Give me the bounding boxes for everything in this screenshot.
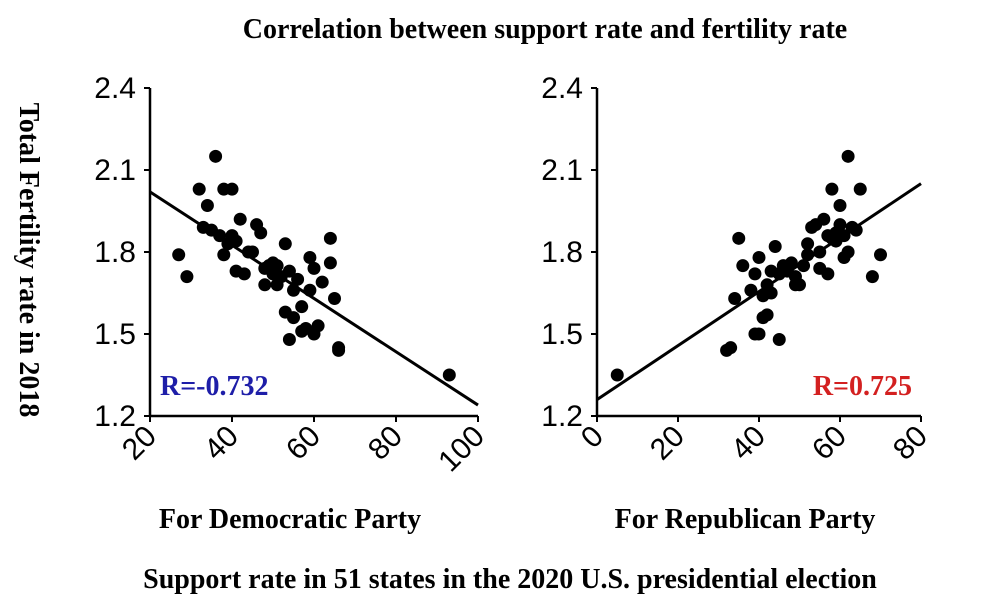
republican-data-point bbox=[748, 267, 762, 281]
republican-x-tick-label: 0 bbox=[575, 420, 610, 455]
democratic-data-point bbox=[315, 275, 329, 289]
democratic-data-point bbox=[180, 270, 194, 284]
democratic-data-point bbox=[282, 264, 296, 278]
republican-data-point bbox=[728, 291, 742, 305]
democratic-data-point bbox=[192, 182, 206, 196]
republican-data-point bbox=[865, 270, 879, 284]
democratic-x-tick-label: 40 bbox=[198, 420, 245, 467]
republican-data-point bbox=[821, 267, 835, 281]
democratic-data-point bbox=[229, 234, 243, 248]
democratic-data-point bbox=[303, 250, 317, 264]
democratic-data-point bbox=[328, 291, 341, 305]
democratic-data-point bbox=[225, 182, 239, 196]
republican-scatter-panel: 1.2 1.5 1.8 2.1 2.4 0 20 40 60 80 For Republican P… bbox=[541, 72, 934, 535]
democratic-data-point bbox=[213, 229, 227, 243]
republican-y-tick-label: 1.8 bbox=[541, 236, 583, 269]
democratic-data-point bbox=[323, 231, 337, 245]
shared-y-axis-label: Total Fertility rate in 2018 bbox=[13, 103, 44, 418]
democratic-x-tick-label: 60 bbox=[280, 420, 327, 467]
republican-data-point bbox=[724, 341, 738, 355]
democratic-data-point bbox=[278, 237, 292, 251]
republican-data-point bbox=[801, 237, 815, 251]
democratic-data-point bbox=[332, 341, 346, 355]
democratic-data-point bbox=[307, 261, 321, 275]
republican-data-point bbox=[837, 229, 851, 243]
republican-x-tick-label: 80 bbox=[887, 420, 934, 467]
democratic-data-point bbox=[442, 368, 456, 382]
democratic-x-tick-label: 100 bbox=[432, 420, 491, 479]
republican-data-point bbox=[817, 212, 831, 226]
republican-data-point bbox=[841, 149, 855, 163]
republican-data-point bbox=[833, 218, 847, 232]
democratic-data-point bbox=[311, 319, 325, 333]
republican-data-point bbox=[833, 199, 847, 213]
democratic-x-axis-label: For Democratic Party bbox=[159, 504, 421, 535]
republican-x-tick-label: 60 bbox=[806, 420, 853, 467]
democratic-data-point bbox=[217, 248, 231, 262]
figure-title: Correlation between support rate and fer… bbox=[243, 14, 847, 45]
republican-y-tick-label: 2.1 bbox=[541, 154, 583, 187]
republican-data-point bbox=[764, 286, 778, 300]
democratic-data-point bbox=[303, 283, 317, 297]
republican-x-axis-label: For Republican Party bbox=[615, 504, 876, 535]
democratic-data-point bbox=[241, 245, 255, 259]
republican-x-tick-label: 40 bbox=[725, 420, 772, 467]
democratic-correlation-label: R=-0.732 bbox=[160, 371, 269, 402]
democratic-y-tick-label: 1.2 bbox=[94, 400, 136, 433]
democratic-x-tick-label: 80 bbox=[362, 420, 409, 467]
republican-y-tick-label: 1.2 bbox=[541, 400, 583, 433]
republican-data-point bbox=[732, 231, 746, 245]
republican-data-point bbox=[841, 245, 855, 259]
republican-data-point bbox=[760, 308, 774, 322]
republican-data-point bbox=[853, 182, 867, 196]
democratic-data-point bbox=[287, 311, 300, 325]
democratic-y-tick-label: 2.1 bbox=[94, 154, 136, 187]
democratic-y-tick-label: 1.5 bbox=[94, 318, 136, 351]
democratic-data-point bbox=[200, 199, 214, 213]
democratic-data-point bbox=[172, 248, 186, 262]
republican-data-point bbox=[752, 327, 766, 341]
democratic-data-point bbox=[295, 300, 309, 314]
republican-data-point bbox=[744, 283, 758, 297]
republican-data-point bbox=[784, 256, 798, 270]
democratic-data-point bbox=[287, 283, 300, 297]
republican-y-tick-label: 2.4 bbox=[541, 72, 583, 105]
republican-correlation-label: R=0.725 bbox=[813, 371, 912, 402]
republican-data-point bbox=[801, 248, 815, 262]
democratic-data-point bbox=[254, 226, 268, 240]
republican-x-tick-label: 20 bbox=[644, 420, 691, 467]
republican-data-point bbox=[768, 240, 782, 254]
democratic-data-point bbox=[237, 267, 251, 281]
democratic-y-tick-label: 1.8 bbox=[94, 236, 136, 269]
democratic-data-point bbox=[282, 332, 296, 346]
republican-data-point bbox=[825, 182, 839, 196]
democratic-data-point bbox=[270, 259, 284, 273]
democratic-data-point bbox=[233, 212, 247, 226]
republican-data-point bbox=[793, 278, 806, 292]
democratic-data-point bbox=[209, 149, 223, 163]
democratic-data-point bbox=[323, 256, 337, 270]
democratic-data-point bbox=[258, 261, 272, 275]
figure-footer-label: Support rate in 51 states in the 2020 U.… bbox=[143, 564, 877, 595]
republican-data-point bbox=[752, 250, 766, 264]
democratic-data-point bbox=[291, 272, 305, 286]
republican-data-point bbox=[813, 245, 827, 259]
democratic-y-tick-label: 2.4 bbox=[94, 72, 136, 105]
republican-data-point bbox=[874, 248, 887, 262]
republican-data-point bbox=[610, 368, 624, 382]
republican-data-point bbox=[849, 223, 863, 237]
democratic-data-point bbox=[258, 278, 272, 292]
republican-data-point bbox=[772, 332, 786, 346]
republican-y-tick-label: 1.5 bbox=[541, 318, 583, 351]
republican-data-point bbox=[797, 259, 811, 273]
republican-data-point bbox=[736, 259, 750, 273]
